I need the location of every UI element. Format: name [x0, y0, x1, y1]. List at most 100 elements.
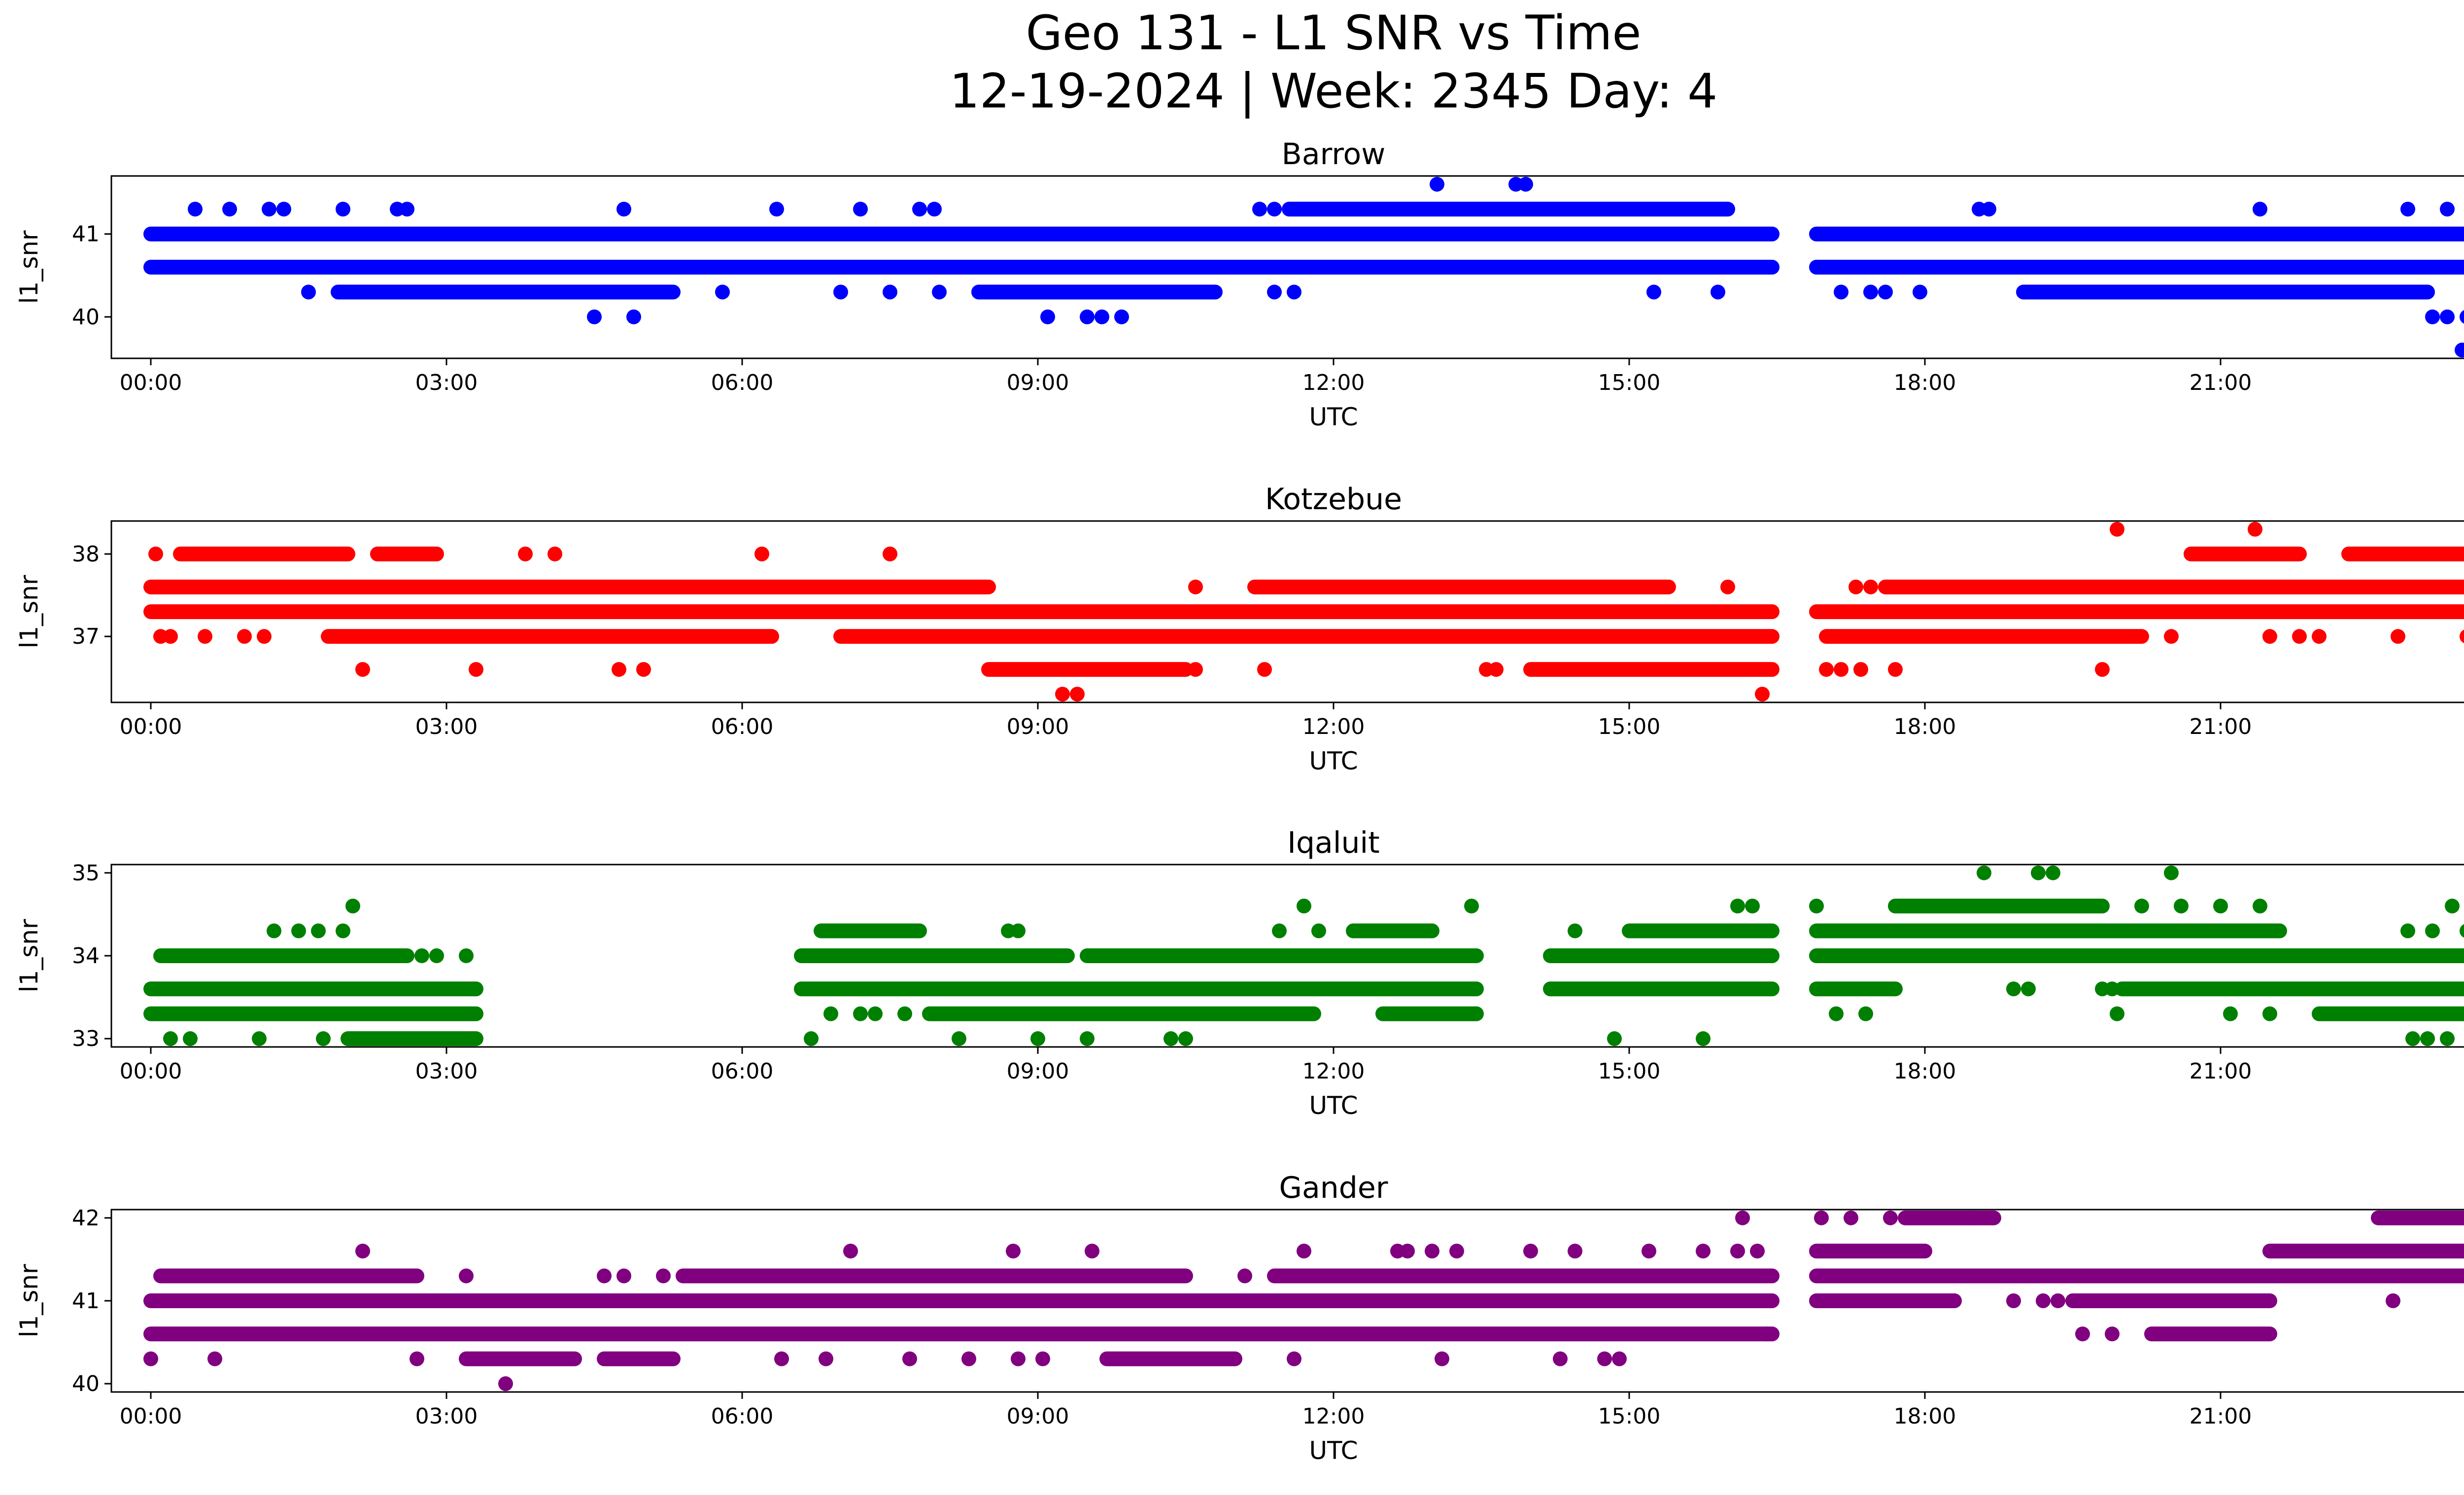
- data-point: [1755, 687, 1770, 702]
- y-axis-label: l1_snr: [15, 575, 43, 648]
- data-point: [1297, 899, 1311, 914]
- data-point: [2213, 899, 2228, 914]
- data-point: [237, 629, 252, 644]
- data-point: [1858, 1006, 1873, 1021]
- data-point: [952, 1031, 966, 1046]
- data-point: [1839, 1293, 1853, 1308]
- data-point: [927, 202, 942, 217]
- data-marks: [143, 522, 2464, 702]
- x-tick-label: 09:00: [1007, 1404, 1069, 1429]
- x-tick-label: 00:00: [120, 1059, 182, 1084]
- data-point: [1055, 687, 1070, 702]
- data-point: [291, 923, 306, 939]
- data-point: [1888, 662, 1903, 677]
- data-point: [2248, 522, 2262, 537]
- data-point: [1607, 1031, 1622, 1046]
- data-point: [616, 1268, 631, 1284]
- x-tick-label: 15:00: [1598, 714, 1661, 739]
- data-point: [1311, 923, 1326, 939]
- data-point: [2420, 1031, 2435, 1046]
- figure-title-line2: 12-19-2024 | Week: 2345 Day: 4: [950, 64, 1718, 119]
- data-point: [1646, 284, 1661, 300]
- data-point: [883, 546, 897, 561]
- data-point: [207, 1351, 222, 1366]
- data-point: [833, 284, 848, 300]
- data-point: [345, 899, 360, 914]
- data-point: [2031, 865, 2046, 880]
- data-point: [257, 629, 272, 644]
- data-point: [1435, 1351, 1449, 1366]
- data-point: [1252, 202, 1267, 217]
- data-point: [410, 1351, 424, 1366]
- data-point: [1878, 284, 1893, 300]
- data-point: [2391, 629, 2405, 644]
- data-point: [163, 1031, 178, 1046]
- data-point: [400, 202, 414, 217]
- data-point: [1095, 309, 1109, 324]
- x-tick-label: 00:00: [120, 1404, 182, 1429]
- y-axis-label: l1_snr: [15, 919, 43, 992]
- x-tick-label: 12:00: [1302, 1404, 1365, 1429]
- x-tick-label: 09:00: [1007, 370, 1069, 395]
- data-point: [163, 629, 178, 644]
- data-point: [459, 948, 474, 963]
- data-point: [198, 629, 212, 644]
- data-point: [1848, 579, 1863, 594]
- data-point: [1518, 176, 1533, 192]
- data-point: [148, 546, 163, 561]
- data-point: [2075, 1326, 2090, 1342]
- data-point: [1750, 1244, 1765, 1259]
- y-tick-label: 42: [72, 1206, 100, 1231]
- data-point: [1829, 1006, 1844, 1021]
- data-point: [267, 923, 281, 939]
- data-point: [414, 948, 429, 963]
- x-tick-label: 06:00: [711, 1059, 774, 1084]
- x-tick-label: 03:00: [415, 714, 478, 739]
- data-point: [656, 1268, 671, 1284]
- x-tick-label: 00:00: [120, 714, 182, 739]
- data-point: [1267, 202, 1282, 217]
- x-tick-label: 00:00: [120, 370, 182, 395]
- data-point: [1568, 923, 1582, 939]
- x-tick-label: 12:00: [1302, 714, 1365, 739]
- x-tick-label: 21:00: [2190, 1404, 2252, 1429]
- y-axis-label: l1_snr: [15, 230, 43, 304]
- y-tick-label: 38: [72, 542, 100, 567]
- data-point: [1267, 284, 1282, 300]
- data-marks: [143, 1210, 2464, 1391]
- x-tick-label: 15:00: [1598, 1059, 1661, 1084]
- data-point: [883, 284, 897, 300]
- data-point: [469, 662, 483, 677]
- data-point: [853, 202, 868, 217]
- x-tick-label: 06:00: [711, 714, 774, 739]
- data-point: [2046, 865, 2060, 880]
- data-point: [2223, 1006, 2238, 1021]
- x-tick-label: 03:00: [415, 1059, 478, 1084]
- data-point: [1720, 579, 1735, 594]
- data-point: [2036, 1293, 2051, 1308]
- data-point: [1188, 662, 1203, 677]
- data-point: [1030, 1031, 1045, 1046]
- data-point: [902, 1351, 917, 1366]
- data-point: [2460, 629, 2464, 643]
- panel-iqaluit: Iqaluit 00:00 03:00 06:00 09:00 12:00 15:00 18:…: [15, 826, 2464, 1120]
- data-point: [2105, 1326, 2120, 1342]
- data-point: [276, 202, 291, 217]
- data-point: [961, 1351, 976, 1366]
- data-point: [1489, 662, 1504, 677]
- x-axis-label: UTC: [1309, 747, 1358, 775]
- data-point: [1553, 1351, 1568, 1366]
- data-point: [459, 1268, 474, 1284]
- data-point: [1597, 1351, 1612, 1366]
- data-point: [1730, 1244, 1745, 1259]
- data-point: [1844, 1210, 1858, 1225]
- x-axis-label: UTC: [1309, 1091, 1358, 1120]
- data-point: [1464, 899, 1479, 914]
- data-point: [1642, 1244, 1656, 1259]
- data-point: [868, 1006, 883, 1021]
- data-point: [2455, 343, 2464, 358]
- data-point: [1164, 1031, 1178, 1046]
- x-tick-label: 09:00: [1007, 1059, 1069, 1084]
- data-point: [769, 202, 784, 217]
